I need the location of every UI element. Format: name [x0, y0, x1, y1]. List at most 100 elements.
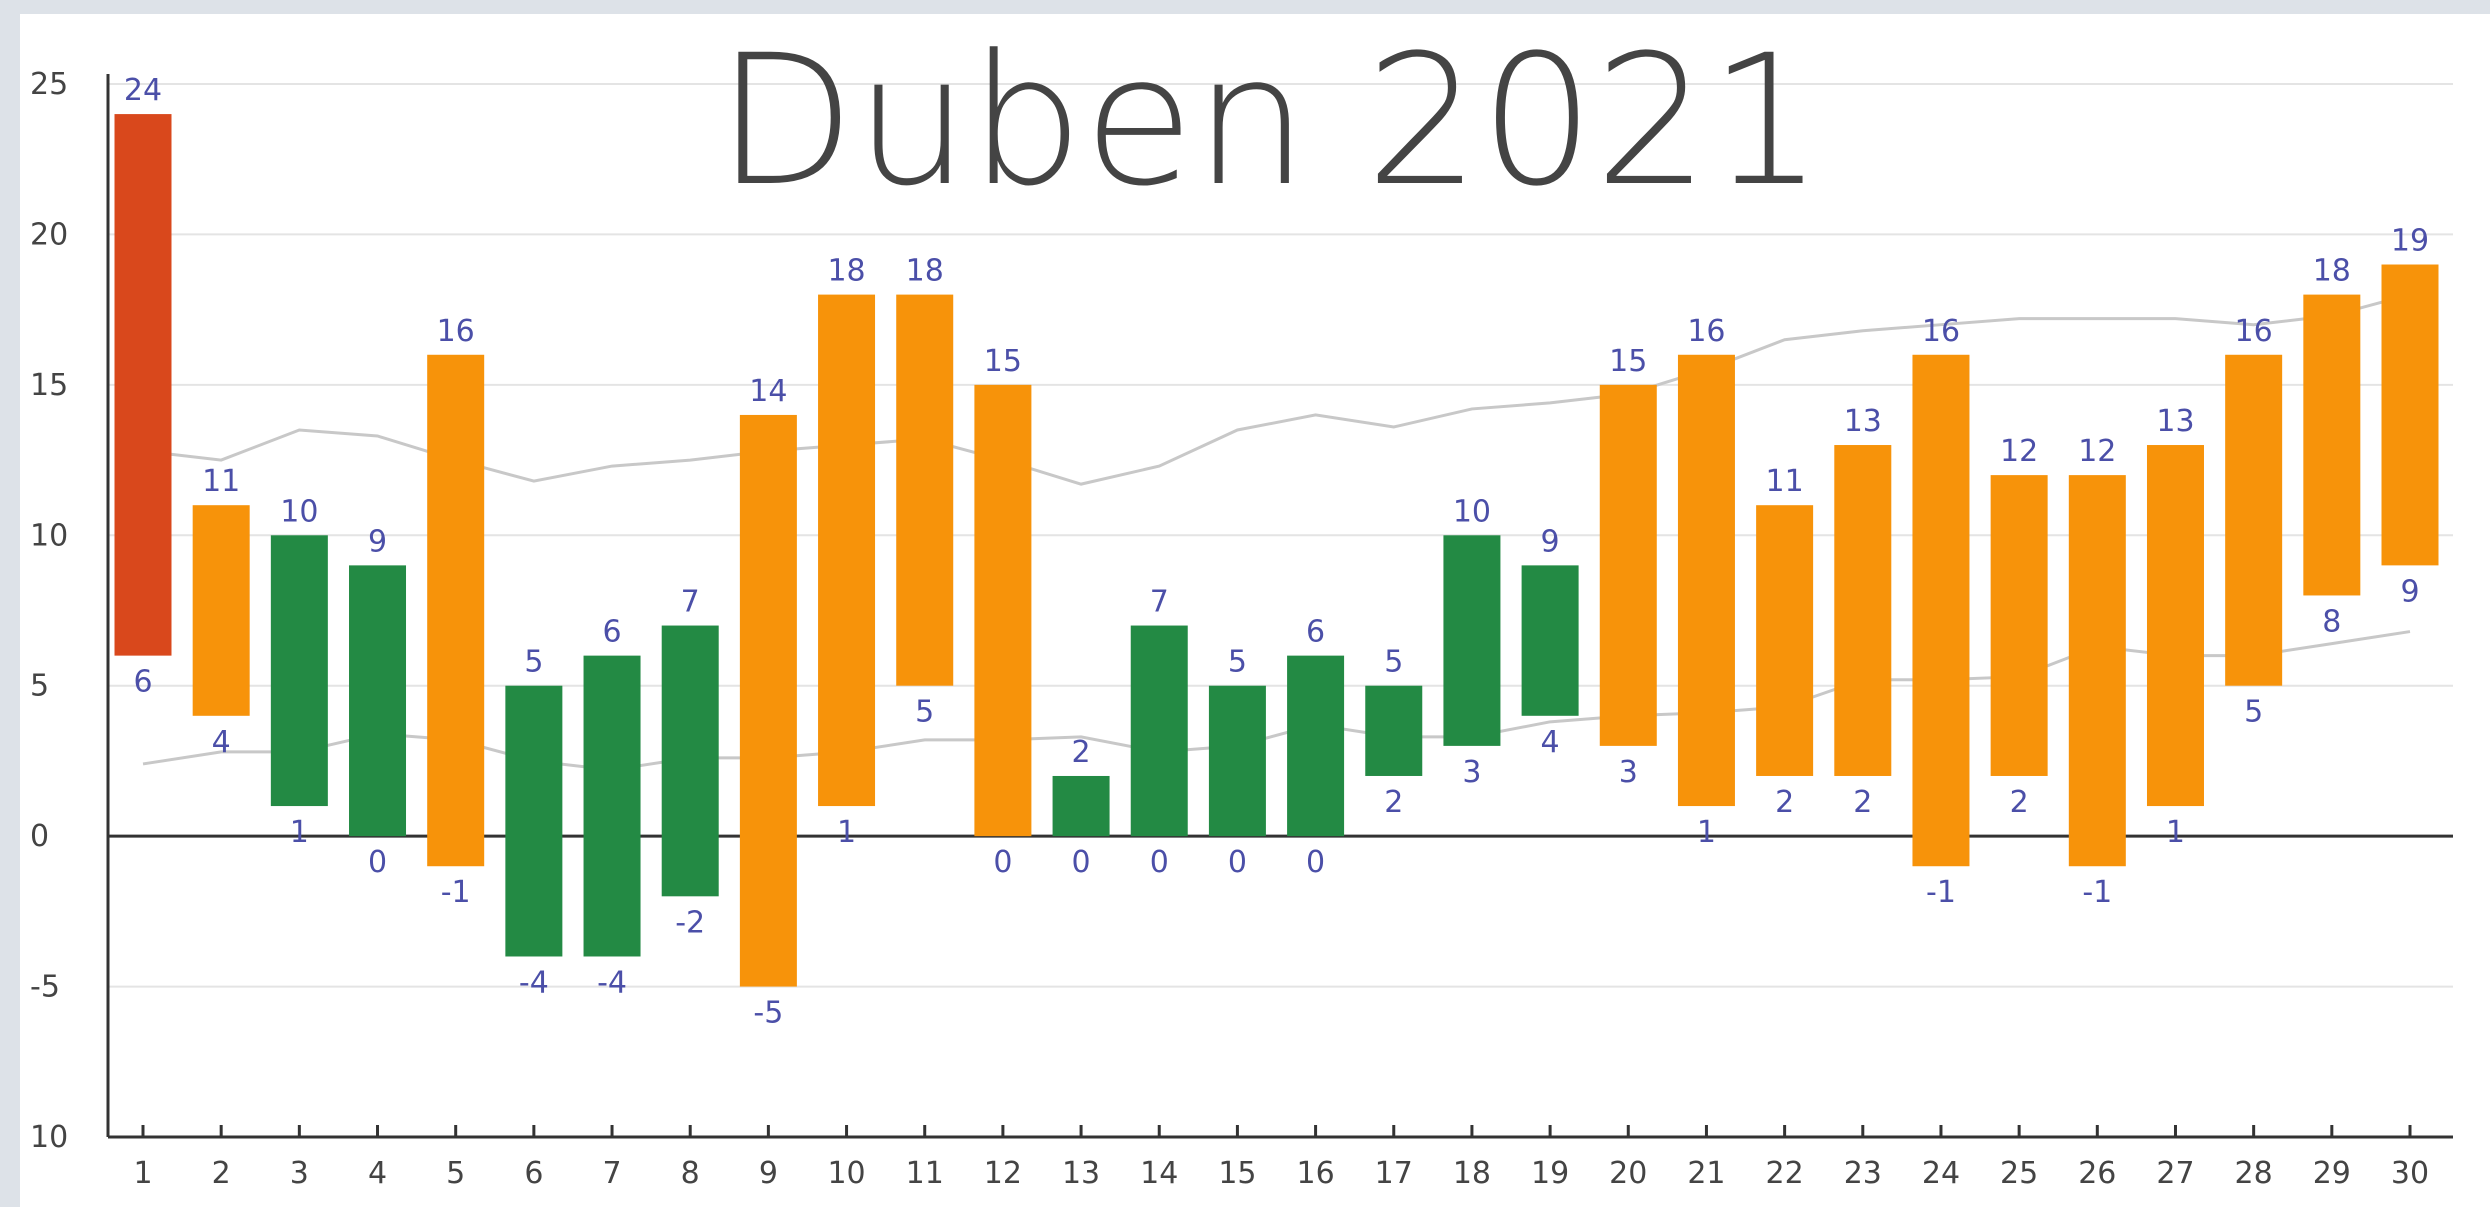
x-tick-label: 22 — [1766, 1156, 1804, 1191]
max-label: 14 — [749, 374, 787, 409]
max-label: 10 — [1453, 494, 1491, 529]
min-label: 3 — [1462, 755, 1481, 790]
max-label: 11 — [202, 464, 240, 499]
y-tick-label: 10 — [30, 518, 68, 553]
max-label: 9 — [368, 524, 387, 559]
max-label: 2 — [1072, 735, 1091, 770]
bar — [270, 535, 328, 807]
bar — [896, 294, 954, 686]
min-label: -4 — [597, 965, 627, 1000]
bar — [1521, 565, 1579, 716]
bar — [505, 685, 563, 957]
max-label: 16 — [1687, 314, 1725, 349]
max-label: 10 — [280, 494, 318, 529]
x-tick-label: 21 — [1687, 1156, 1725, 1191]
bar — [2146, 445, 2204, 807]
x-tick-label: 24 — [1922, 1156, 1960, 1191]
min-label: 0 — [1150, 845, 1169, 880]
x-tick-label: 18 — [1453, 1156, 1491, 1191]
bar — [1834, 445, 1892, 776]
y-tick-label: 10 — [30, 1120, 68, 1155]
max-label: 13 — [2156, 404, 2194, 439]
min-label: 2 — [2010, 785, 2029, 820]
bar — [114, 114, 172, 656]
min-label: 4 — [1541, 725, 1560, 760]
min-label: 1 — [2166, 815, 2185, 850]
x-tick-label: 7 — [602, 1156, 621, 1191]
max-label: 6 — [602, 615, 621, 650]
bar — [1756, 505, 1814, 776]
x-tick-label: 19 — [1531, 1156, 1569, 1191]
min-label: 5 — [2244, 695, 2263, 730]
min-label: 1 — [1697, 815, 1716, 850]
max-label: 15 — [984, 344, 1022, 379]
bar — [1599, 384, 1657, 746]
min-label: 6 — [133, 665, 152, 700]
max-label: 7 — [1150, 585, 1169, 620]
x-tick-label: 8 — [681, 1156, 700, 1191]
min-label: 0 — [1228, 845, 1247, 880]
min-label: 0 — [1306, 845, 1325, 880]
x-tick-label: 16 — [1296, 1156, 1334, 1191]
x-tick-label: 27 — [2156, 1156, 2194, 1191]
min-label: 5 — [915, 695, 934, 730]
max-label: 18 — [827, 254, 865, 289]
bar — [2068, 475, 2126, 867]
min-label: -5 — [753, 996, 783, 1031]
y-tick-label: 20 — [30, 217, 68, 252]
x-tick-label: 23 — [1844, 1156, 1882, 1191]
bar — [192, 505, 250, 716]
max-label: 6 — [1306, 615, 1325, 650]
bar — [1677, 354, 1735, 807]
min-label: 1 — [837, 815, 856, 850]
max-label: 18 — [906, 254, 944, 289]
bar — [349, 565, 407, 837]
max-label: 16 — [437, 314, 475, 349]
x-tick-label: 25 — [2000, 1156, 2038, 1191]
x-tick-label: 28 — [2235, 1156, 2273, 1191]
max-label: 5 — [1228, 645, 1247, 680]
x-tick-label: 26 — [2078, 1156, 2116, 1191]
x-tick-label: 14 — [1140, 1156, 1178, 1191]
min-label: -4 — [519, 965, 549, 1000]
x-tick-label: 30 — [2391, 1156, 2429, 1191]
max-label: 18 — [2313, 254, 2351, 289]
min-label: -2 — [675, 905, 705, 940]
min-label: 0 — [368, 845, 387, 880]
x-tick-label: 13 — [1062, 1156, 1100, 1191]
bar — [2225, 354, 2283, 686]
bar — [2381, 264, 2439, 566]
bar — [974, 384, 1032, 837]
max-label: 16 — [1922, 314, 1960, 349]
bar — [1365, 685, 1423, 776]
bar — [1990, 475, 2048, 776]
max-label: 13 — [1844, 404, 1882, 439]
bar — [1912, 354, 1970, 867]
x-tick-label: 12 — [984, 1156, 1022, 1191]
max-label: 12 — [2000, 434, 2038, 469]
min-label: 1 — [290, 815, 309, 850]
bar — [427, 354, 485, 867]
bar — [1287, 655, 1345, 837]
min-label: 3 — [1619, 755, 1638, 790]
max-label: 5 — [524, 645, 543, 680]
x-tick-label: 3 — [290, 1156, 309, 1191]
chart-title: Duben 2021 — [716, 17, 1823, 226]
min-label: 4 — [212, 725, 231, 760]
max-label: 15 — [1609, 344, 1647, 379]
x-tick-label: 11 — [906, 1156, 944, 1191]
y-tick-label: -5 — [30, 970, 60, 1005]
bar — [1443, 535, 1501, 746]
bar — [1130, 625, 1188, 837]
bar — [739, 414, 797, 987]
x-tick-label: 17 — [1375, 1156, 1413, 1191]
min-label: 2 — [1384, 785, 1403, 820]
x-tick-label: 29 — [2313, 1156, 2351, 1191]
min-label: 0 — [993, 845, 1012, 880]
min-label: 2 — [1775, 785, 1794, 820]
x-tick-label: 1 — [133, 1156, 152, 1191]
y-tick-label: 25 — [30, 67, 68, 102]
x-tick-label: 5 — [446, 1156, 465, 1191]
x-tick-label: 20 — [1609, 1156, 1647, 1191]
